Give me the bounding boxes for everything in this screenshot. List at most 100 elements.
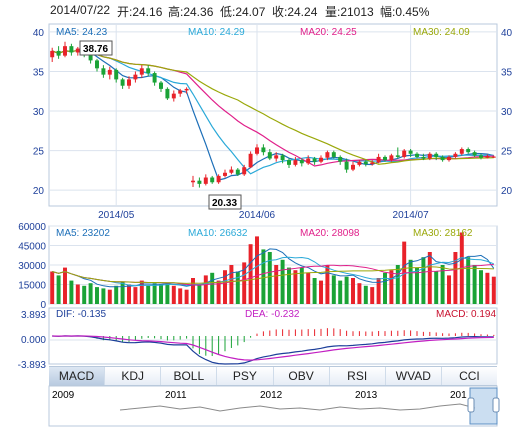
candle-body [440,156,445,161]
volume-bar [331,275,336,304]
low-marker: 20.33 [212,198,237,209]
volume-legend-ma20: MA20: 28098 [300,228,360,239]
volume-bar [408,259,413,304]
volume-bar [479,270,483,304]
price-y-tick-right: 20 [501,186,513,197]
candle-body [133,74,138,80]
volume-bar [287,267,291,304]
volume-bar [453,252,458,304]
volume-y-ticks: 60000 45000 30000 15000 0 [18,222,46,311]
volume-bar [280,259,285,304]
volume-bar [383,272,387,304]
volume-bar [171,285,176,304]
volume-bar [223,270,227,304]
price-ma-line [51,50,494,175]
candle-body [319,157,323,162]
volume-legend-ma10: MA10: 26632 [188,228,248,239]
volume-bar [325,265,330,304]
candle-body [261,147,266,153]
macd-value-label: MACD: 0.194 [436,309,496,320]
navigator-handle-right[interactable] [492,397,500,413]
navigator-frame[interactable] [48,385,498,427]
tab-wvad[interactable]: WVAD [385,367,442,385]
volume-legend-ma5: MA5: 23202 [56,228,110,239]
tab-cci[interactable]: CCI [441,367,497,385]
navigator-handle-left[interactable] [467,397,475,413]
macd-dif-label: DIF: -0.135 [56,309,106,320]
volume-bar [107,289,112,304]
volume-bar [357,283,362,304]
quote-low: 低:24.07 [220,5,266,19]
date-ticks: 2014/05 2014/06 2014/07 [98,210,429,221]
volume-bar [261,249,266,304]
candle-body [50,50,55,58]
candle-body [216,175,221,183]
candle-body [383,156,387,161]
volume-bar [242,262,247,304]
volume-bar [376,278,381,304]
volume-bar [178,288,183,304]
candle-body [459,149,464,154]
volume-y-tick: 15000 [18,281,46,292]
volume-bar [152,283,157,304]
tab-boll[interactable]: BOLL [161,367,218,385]
candle-body [267,152,272,159]
price-panel-frame [48,23,498,207]
price-y-tick-right: 30 [501,107,513,118]
candle-body [139,68,144,75]
volume-bar [69,280,74,304]
candle-body [120,79,125,86]
candle-body [287,160,291,165]
volume-bar [427,252,432,304]
volume-bar [440,265,445,304]
candle-body [248,153,253,168]
candle-body [376,156,381,163]
volume-bar [88,283,93,304]
tab-obv[interactable]: OBV [273,367,330,385]
volume-bar [421,257,426,304]
tab-psy[interactable]: PSY [217,367,274,385]
candle-body [223,172,227,176]
candle-body [95,60,99,69]
volume-bar [319,280,323,304]
quote-volume: 量:21013 [325,5,374,19]
tab-kdj[interactable]: KDJ [105,367,162,385]
candle-body [325,152,330,158]
candle-body [159,82,163,89]
price-y-tick-right: 35 [501,67,513,78]
candle-body [357,161,362,165]
macd-y-tick-bottom: -3.893 [18,360,47,371]
candle-body [389,155,394,161]
volume-bar [415,267,419,304]
candle-body [485,156,490,158]
candle-body [114,69,119,80]
volume-bar [491,276,496,304]
candle-body [274,155,279,159]
tab-macd[interactable]: MACD [49,367,106,385]
candle-body [191,180,195,183]
macd-dea-line [52,335,494,361]
candle-body [351,164,355,170]
volume-bar [50,271,55,304]
volume-bar [63,267,67,304]
candle-body [229,169,234,173]
high-marker: 38.76 [83,44,108,55]
volume-y-tick: 0 [40,300,46,311]
volume-bar [139,280,144,304]
volume-bar [395,265,400,304]
volume-bar [120,281,125,304]
candle-body [453,153,458,157]
quote-high: 高:24.36 [168,5,214,19]
volume-bar [165,283,170,304]
candle-body [56,50,61,56]
navigator-year-2009: 2009 [52,390,75,401]
tab-rsi[interactable]: RSI [329,367,386,385]
candle-body [466,149,471,153]
candle-body [69,46,74,53]
candle-body [312,158,317,162]
quote-open: 开:24.16 [117,5,163,19]
candle-body [146,68,151,74]
candle-body [127,79,131,86]
candle-body [165,88,170,99]
